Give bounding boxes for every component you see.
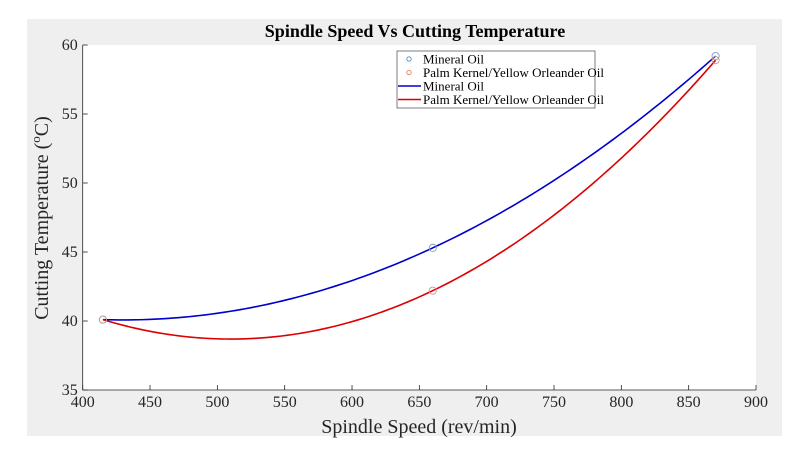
x-tick-label: 650 — [407, 394, 431, 411]
axes-layer: 400 450 500 550 600 650 700 750 800 850 900 35 40 45 5… — [62, 37, 768, 411]
x-tick-label: 750 — [542, 394, 566, 411]
x-tick-label: 800 — [609, 394, 633, 411]
legend-box — [396, 50, 596, 109]
x-tick-label: 500 — [205, 394, 229, 411]
legend-marker-icon — [406, 56, 412, 62]
y-axis-label-main: Cutting Temperature ( — [31, 142, 53, 319]
chart-title: Spindle Speed Vs Cutting Temperature — [265, 21, 565, 41]
data-point — [428, 286, 437, 295]
x-tick-label: 700 — [475, 394, 499, 411]
y-tick-label: 55 — [62, 106, 78, 123]
x-tick-label: 600 — [340, 394, 364, 411]
data-point — [711, 51, 720, 61]
x-tick-label: 450 — [138, 394, 162, 411]
x-tick-label: 400 — [71, 394, 95, 411]
series-layer — [98, 51, 720, 340]
y-axis-label: Cutting Temperature (oC) — [28, 116, 53, 320]
data-point — [98, 315, 107, 324]
x-tick-label: 850 — [677, 394, 701, 411]
x-tick-label: 900 — [744, 394, 768, 411]
legend-entry-label: Mineral Oil — [423, 52, 484, 67]
y-tick-label: 50 — [62, 175, 78, 192]
series-line-3 — [102, 59, 717, 340]
y-tick-label: 35 — [62, 382, 78, 399]
y-axis-label-sup: o — [28, 136, 43, 143]
legend-entry-label: Palm Kernel/Yellow Orleander Oil — [423, 65, 604, 80]
data-point — [711, 56, 720, 65]
legend-marker-icon — [406, 69, 412, 76]
legend-entry-label: Palm Kernel/Yellow Orleander Oil — [423, 92, 604, 107]
x-tick-label: 550 — [273, 394, 297, 411]
series-line-2 — [102, 55, 717, 321]
y-axis-label-end: C) — [31, 116, 53, 136]
y-tick-label: 45 — [62, 244, 78, 261]
x-axis-label: Spindle Speed (rev/min) — [321, 416, 517, 438]
data-point — [428, 243, 437, 252]
legend-entry-label: Mineral Oil — [423, 79, 484, 94]
y-tick-label: 60 — [62, 37, 78, 54]
y-tick-label: 40 — [62, 313, 78, 330]
